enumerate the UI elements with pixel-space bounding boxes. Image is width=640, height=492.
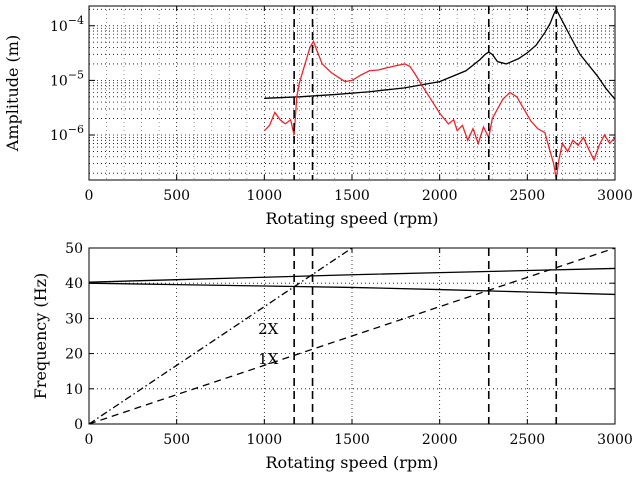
- amplitude-chart: 0 500 1000 1500 2000 2500 3000 10−6 10−5 10−4 Rota…: [3, 5, 633, 228]
- y-tick-label: 10−4: [50, 14, 84, 35]
- series-line-1: [264, 7, 615, 100]
- x-tick-label: 1500: [334, 432, 370, 448]
- y-tick-label: 50: [65, 241, 83, 257]
- x-tick-label: 1000: [247, 432, 283, 448]
- series-line-2: [263, 39, 615, 179]
- annotation-label: 1X: [258, 350, 279, 368]
- y-tick-label: 10: [65, 382, 83, 398]
- x-tick-label: 3000: [597, 432, 633, 448]
- y-tick-label: 40: [65, 276, 83, 292]
- x-tick-label: 2500: [510, 188, 546, 204]
- x-tick-label: 500: [163, 188, 190, 204]
- x-tick-label: 1000: [247, 188, 283, 204]
- series-line-3: [89, 248, 615, 424]
- y-axis-label: Amplitude (m): [3, 35, 22, 152]
- y-tick-label: 0: [74, 417, 83, 433]
- x-tick-label: 3000: [597, 188, 633, 204]
- x-tick-label: 2000: [422, 432, 458, 448]
- series-line-2: [89, 282, 615, 296]
- x-tick-label: 2000: [422, 188, 458, 204]
- y-tick-label: 30: [65, 311, 83, 327]
- x-axis: 0 500 1000 1500 2000 2500 3000: [85, 6, 633, 204]
- x-axis-label: Rotating speed (rpm): [265, 209, 438, 228]
- y-tick-label: 10−5: [50, 68, 84, 89]
- y-tick-label: 10−6: [50, 123, 84, 144]
- x-axis: 0 500 1000 1500 2000 2500 3000: [85, 248, 633, 448]
- y-axis-label: Frequency (Hz): [31, 273, 50, 400]
- frequency-chart: 0 500 1000 1500 2000 2500 3000 0 10 20 30 40 50 Rotat…: [31, 241, 633, 472]
- series-group: [89, 248, 615, 424]
- critical-speed-lines: [293, 6, 558, 180]
- series-line-4: [89, 248, 353, 424]
- x-tick-label: 500: [163, 432, 190, 448]
- critical-speed-lines: [293, 248, 558, 424]
- x-tick-label: 2500: [510, 432, 546, 448]
- grid: [89, 6, 615, 180]
- series-group: [263, 7, 615, 179]
- x-axis-label: Rotating speed (rpm): [265, 453, 438, 472]
- series-line-1: [89, 267, 615, 283]
- x-tick-label: 0: [85, 188, 94, 204]
- y-axis: 0 10 20 30 40 50: [65, 241, 615, 433]
- y-axis: 10−6 10−5 10−4: [50, 14, 615, 144]
- x-tick-label: 0: [85, 432, 94, 448]
- x-tick-label: 1500: [334, 188, 370, 204]
- y-tick-label: 20: [65, 347, 83, 363]
- annotation-label: 2X: [258, 320, 279, 338]
